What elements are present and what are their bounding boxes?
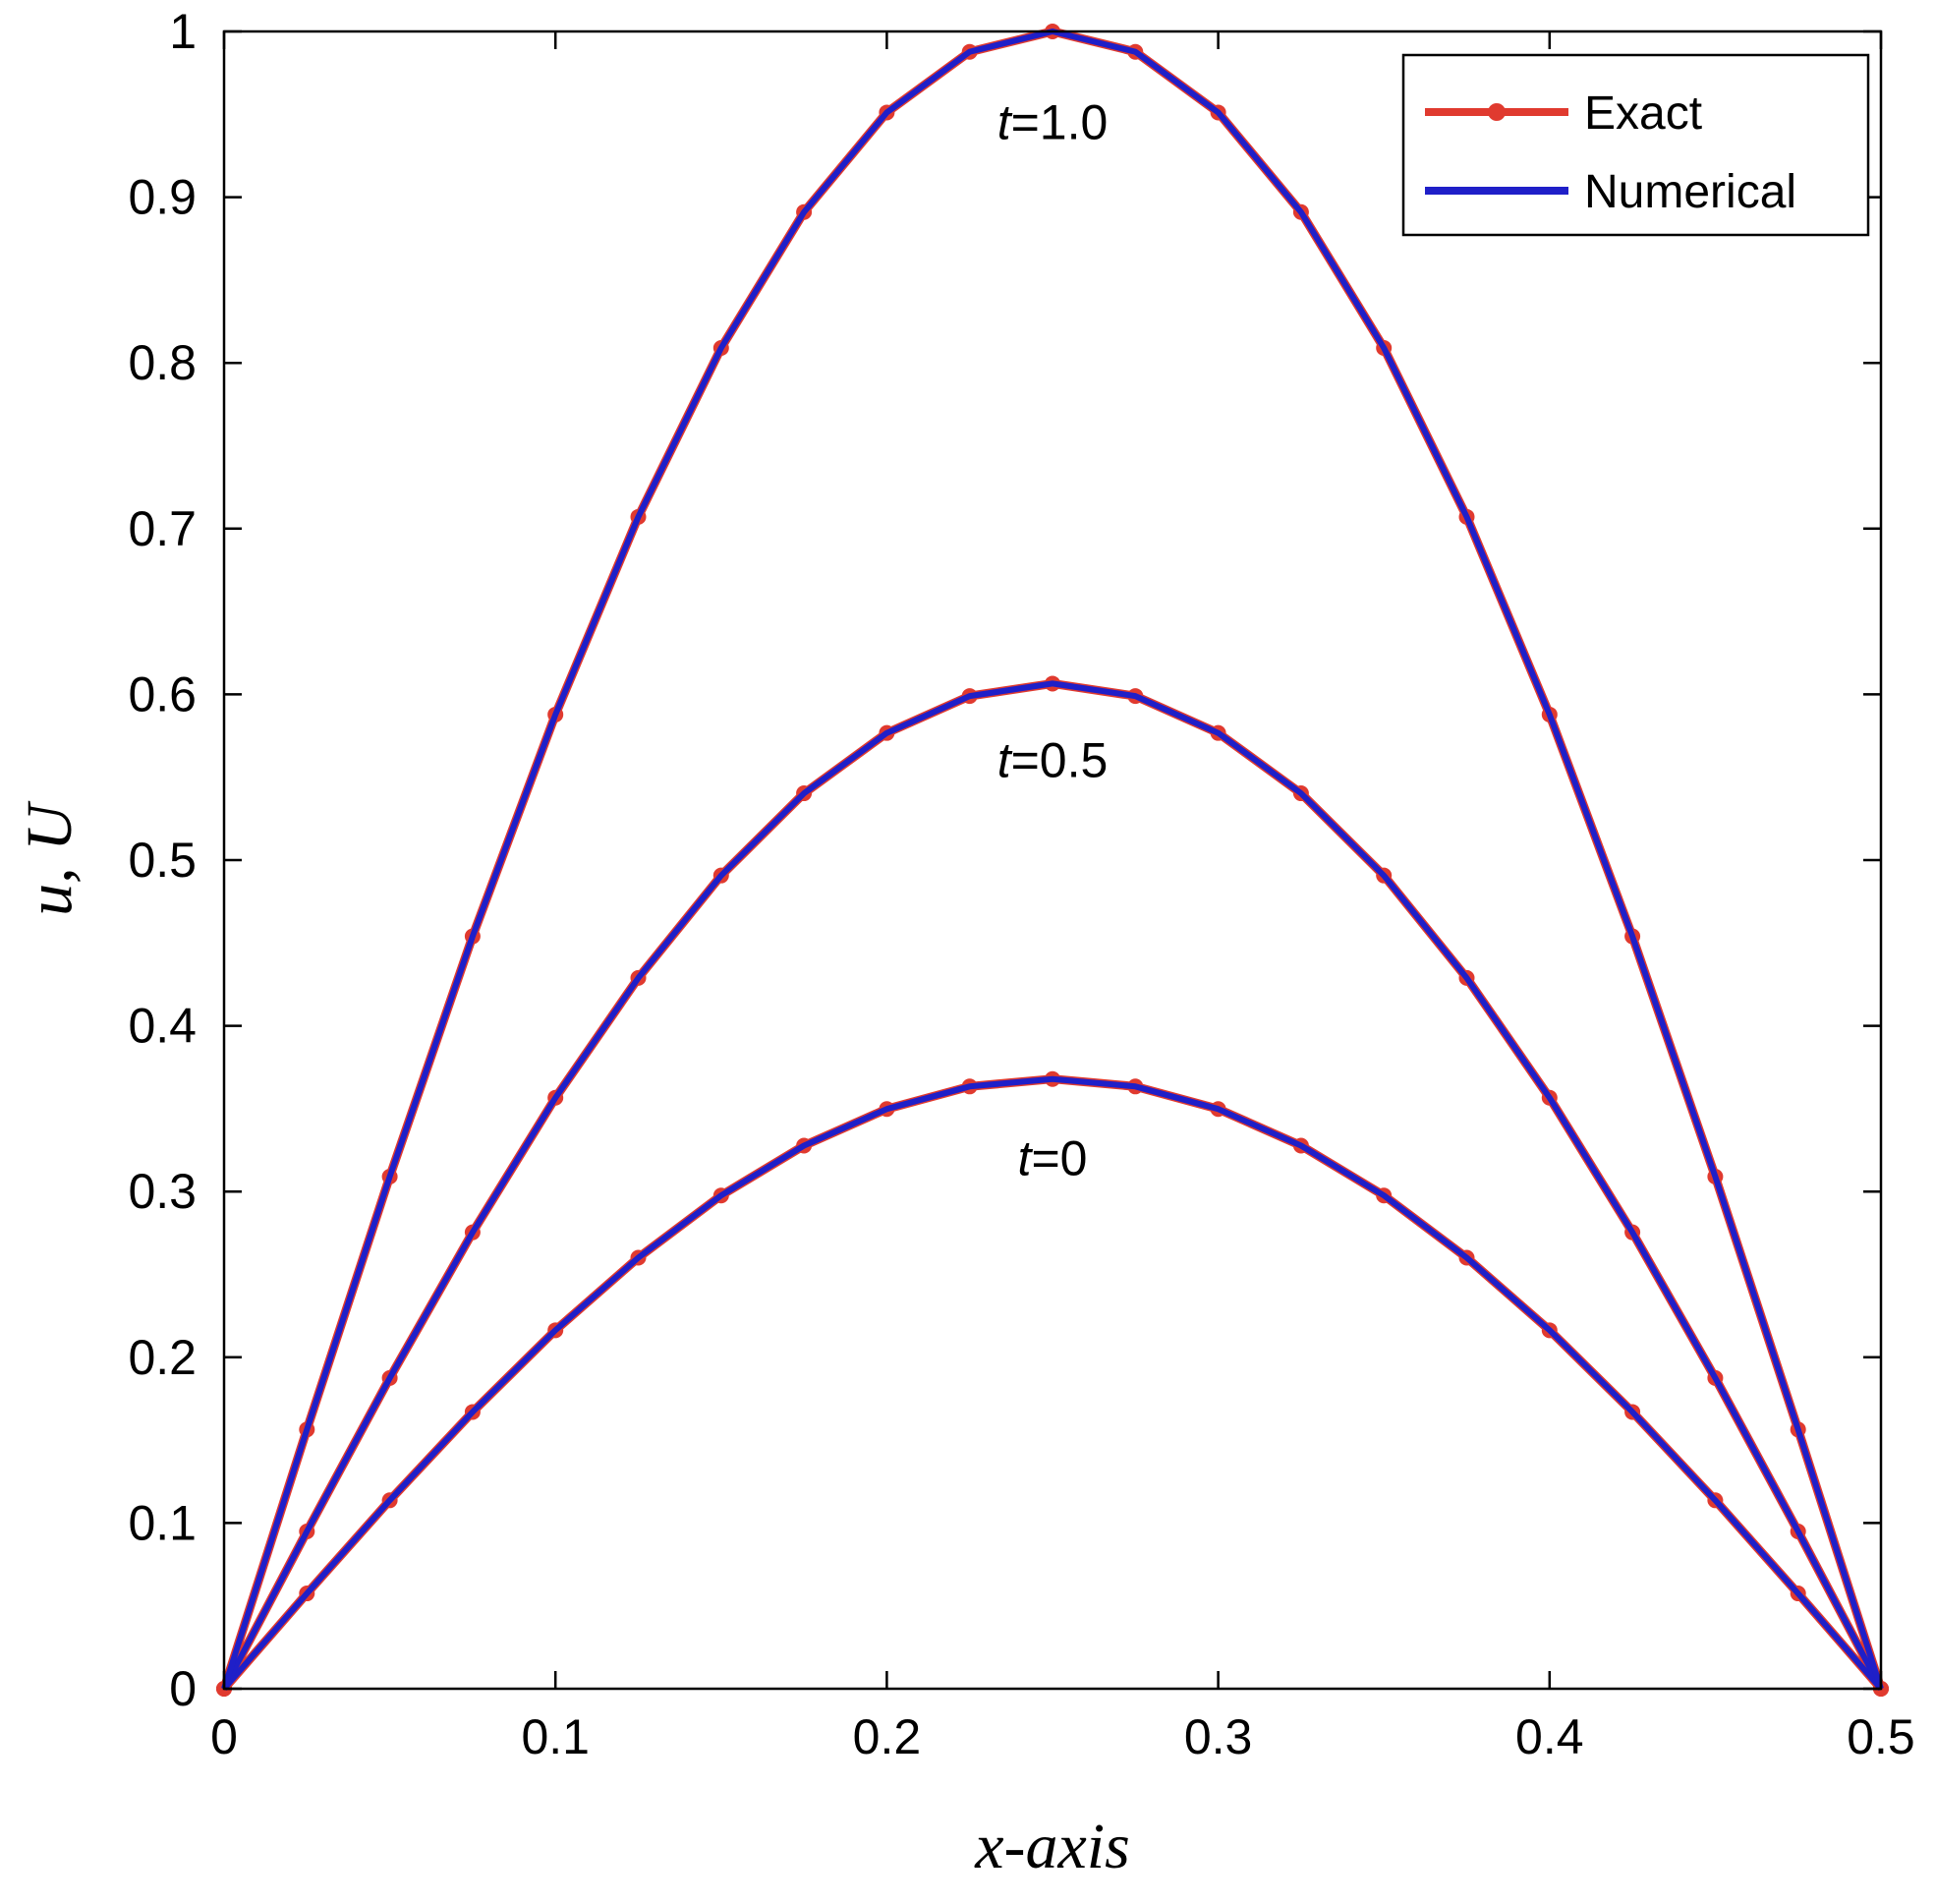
numerical-line-2 bbox=[221, 29, 1884, 1690]
curve-annotation: t=0 bbox=[1018, 1130, 1088, 1185]
curve-annotation: t=0.5 bbox=[997, 733, 1109, 788]
exact-line-2 bbox=[219, 27, 1886, 1691]
y-tick-label: 0.7 bbox=[128, 501, 197, 556]
legend: Exact Numerical bbox=[1401, 53, 1870, 237]
legend-label: Numerical bbox=[1584, 166, 1796, 218]
annotation-variable: t bbox=[1018, 1130, 1034, 1185]
x-tick-label: 0.4 bbox=[1515, 1709, 1584, 1764]
annotation-value: =0.5 bbox=[1011, 733, 1109, 788]
x-tick-label: 0.1 bbox=[521, 1709, 590, 1764]
legend-swatch-marker bbox=[1488, 103, 1506, 121]
y-tick-label: 0 bbox=[169, 1661, 197, 1716]
x-axis-label: x-axis bbox=[974, 1811, 1130, 1882]
annotation-value: =1.0 bbox=[1011, 95, 1109, 150]
x-tick-label: 0.5 bbox=[1847, 1709, 1915, 1764]
curve-annotation: t=1.0 bbox=[997, 95, 1109, 150]
y-axis-label: u, U bbox=[14, 800, 85, 916]
exact-line-1 bbox=[220, 678, 1885, 1692]
y-tick-labels: 0 0.1 0.2 0.3 0.4 0.5 0.6 0.7 0.8 0.9 1 bbox=[128, 4, 197, 1716]
annotation-value: =0 bbox=[1031, 1130, 1087, 1185]
y-tick-label: 0.5 bbox=[128, 833, 197, 888]
plot-frame bbox=[222, 29, 1883, 1691]
annotation-variable: t bbox=[997, 95, 1013, 150]
y-tick-label: 0.9 bbox=[128, 170, 197, 225]
x-tick-label: 0.2 bbox=[853, 1709, 922, 1764]
legend-box bbox=[1401, 53, 1870, 237]
exact-series-group bbox=[216, 24, 1889, 1697]
numerical-line-1 bbox=[221, 680, 1884, 1691]
numerical-series-group bbox=[221, 29, 1884, 1691]
y-tick-label: 0.1 bbox=[128, 1495, 197, 1550]
y-tick-label: 0.4 bbox=[128, 999, 197, 1054]
y-tick-label: 1 bbox=[169, 4, 197, 59]
axis-ticks bbox=[222, 29, 1883, 1691]
y-tick-label: 0.6 bbox=[128, 666, 197, 721]
y-tick-label: 0.8 bbox=[128, 335, 197, 390]
legend-label: Exact bbox=[1584, 87, 1702, 140]
curve-annotations: t=1.0t=0.5t=0 bbox=[997, 95, 1109, 1186]
y-tick-label: 0.3 bbox=[128, 1164, 197, 1219]
annotation-variable: t bbox=[997, 733, 1013, 788]
x-tick-label: 0 bbox=[210, 1709, 238, 1764]
numerical-line-0 bbox=[221, 1075, 1884, 1691]
x-tick-labels: 0 0.1 0.2 0.3 0.4 0.5 bbox=[210, 1709, 1915, 1764]
y-tick-label: 0.2 bbox=[128, 1330, 197, 1385]
x-tick-label: 0.3 bbox=[1184, 1709, 1253, 1764]
